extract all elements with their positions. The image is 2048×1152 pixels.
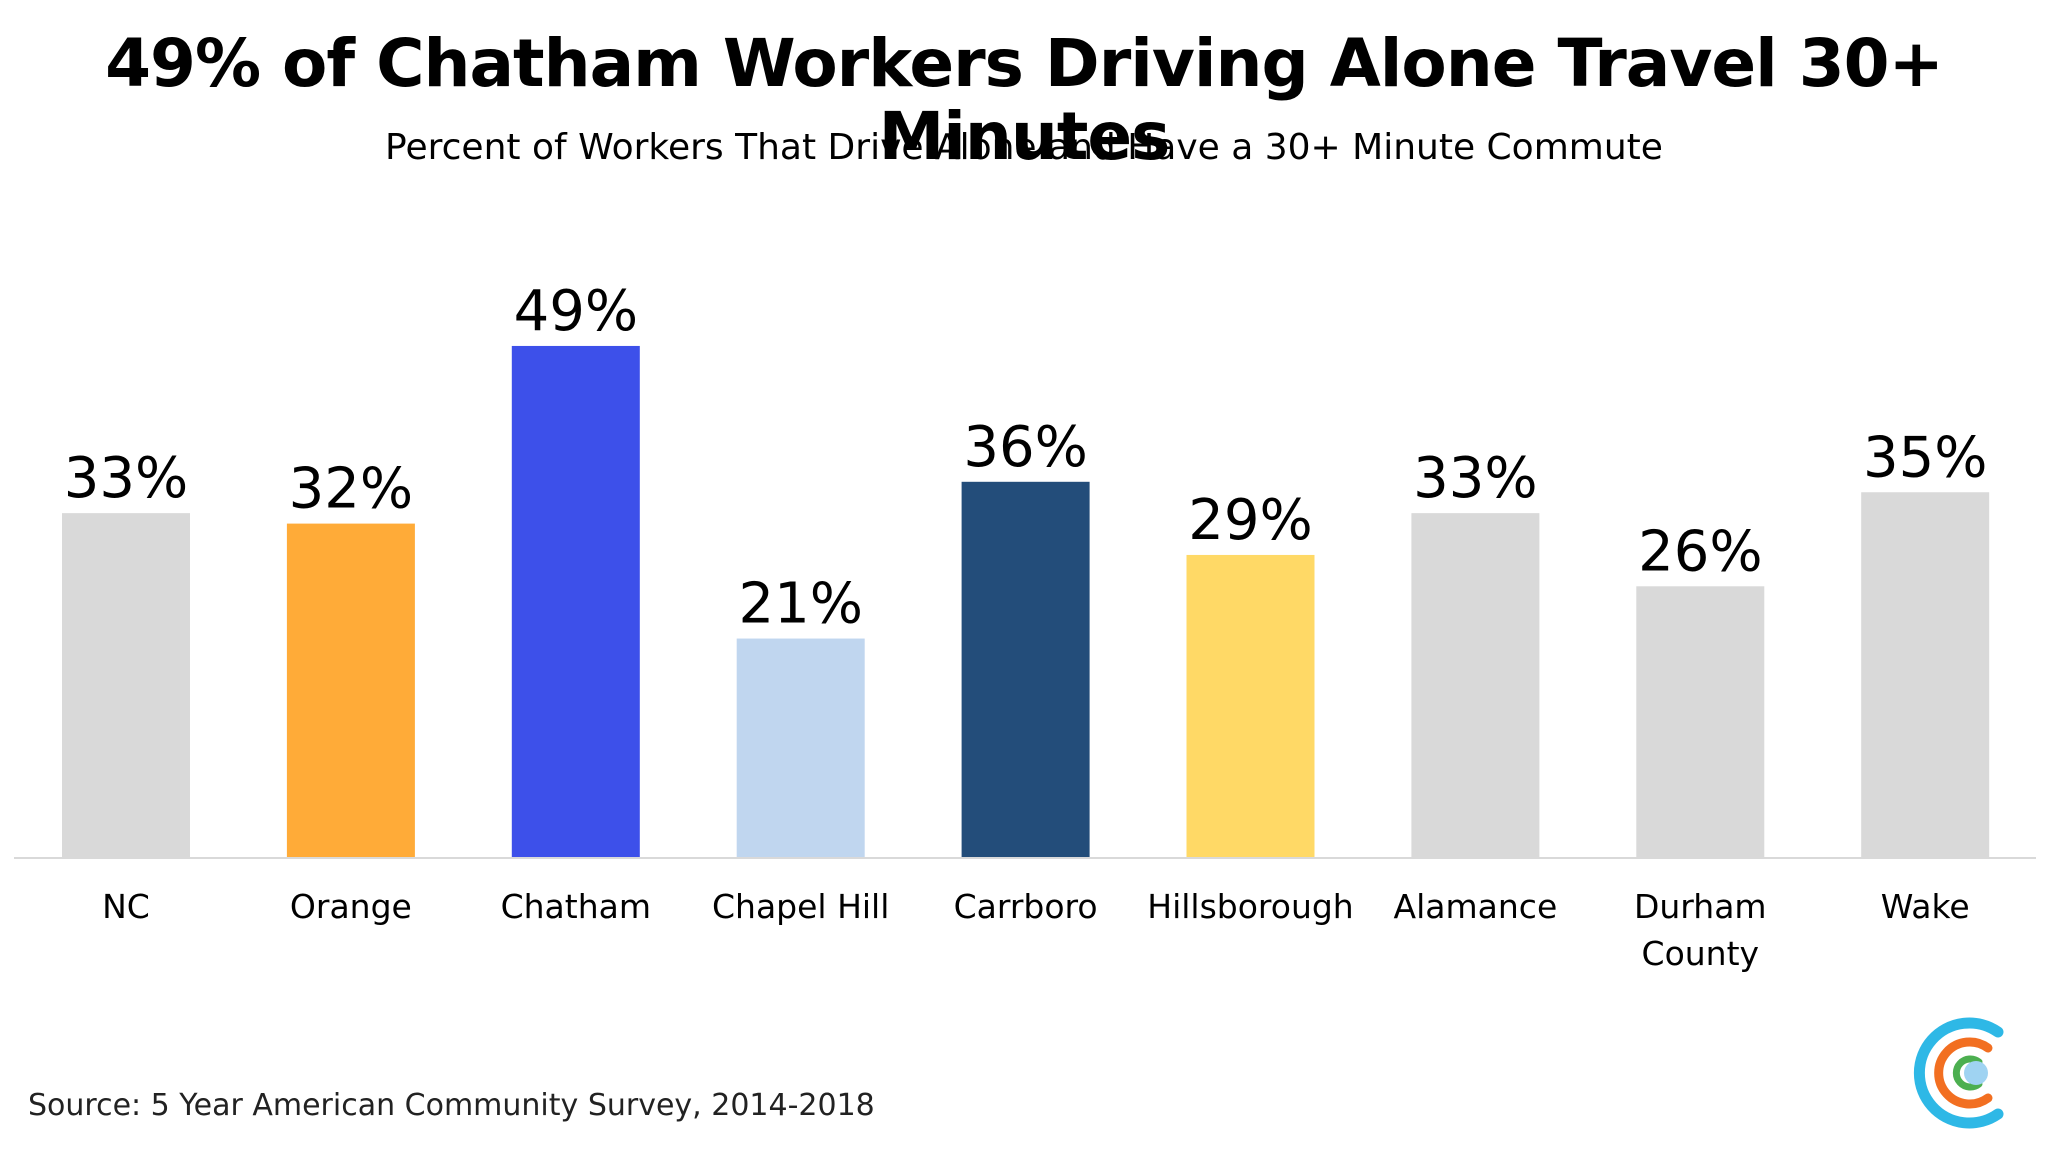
- bar-nc: [62, 513, 190, 858]
- x-tick-label: Alamance: [1394, 887, 1558, 926]
- data-label: 21%: [738, 572, 862, 637]
- bars-layer: [62, 345, 1990, 858]
- chart-subtitle: Percent of Workers That Drive Alone and …: [385, 127, 1663, 168]
- x-tick-label: Carrboro: [954, 887, 1098, 926]
- bar-chart: 33% 32% 49% 21% 36% 29% 33% 26% 35% NC Orange Chat…: [14, 279, 2036, 973]
- logo-outer-ring: [1913, 1017, 2004, 1129]
- x-tick-label: Orange: [290, 887, 412, 926]
- x-tick-label: Wake: [1881, 887, 1970, 926]
- bar-hillsborough: [1186, 554, 1315, 858]
- data-label: 49%: [514, 279, 638, 344]
- data-label: 29%: [1188, 488, 1312, 553]
- data-labels-layer: 33% 32% 49% 21% 36% 29% 33% 26% 35%: [64, 279, 1988, 637]
- data-label: 35%: [1863, 425, 1987, 490]
- bar-durham-county: [1636, 586, 1765, 858]
- bar-wake: [1861, 492, 1990, 858]
- data-label: 26%: [1638, 519, 1762, 584]
- bar-orange: [286, 523, 415, 858]
- data-label: 33%: [64, 446, 188, 511]
- x-tick-label: NC: [102, 887, 150, 926]
- data-label: 33%: [1413, 446, 1537, 511]
- bar-chapel-hill: [736, 638, 865, 858]
- source-note: Source: 5 Year American Community Survey…: [28, 1088, 875, 1123]
- chart-title: 49% of Chatham Workers Driving Alone Tra…: [105, 25, 1944, 175]
- bar-carrboro: [961, 481, 1090, 858]
- data-label: 36%: [963, 415, 1087, 480]
- data-label: 32%: [289, 457, 413, 522]
- bar-alamance: [1411, 513, 1540, 858]
- x-tick-labels-layer: NC Orange Chatham Chapel Hill Carrboro Hillsb…: [102, 887, 1970, 973]
- x-tick-label: Chatham: [501, 887, 651, 926]
- logo-inner-ring: [1952, 1055, 1983, 1091]
- logo-center-dot: [1964, 1061, 1988, 1085]
- x-tick-label: Chapel Hill: [712, 887, 889, 926]
- logo-middle-ring: [1934, 1037, 1993, 1109]
- brand-logo-icon: [1913, 1017, 2004, 1129]
- bar-chatham: [511, 345, 640, 858]
- x-tick-label: Hillsborough: [1147, 887, 1353, 926]
- x-tick-label: Durham County: [1634, 887, 1767, 973]
